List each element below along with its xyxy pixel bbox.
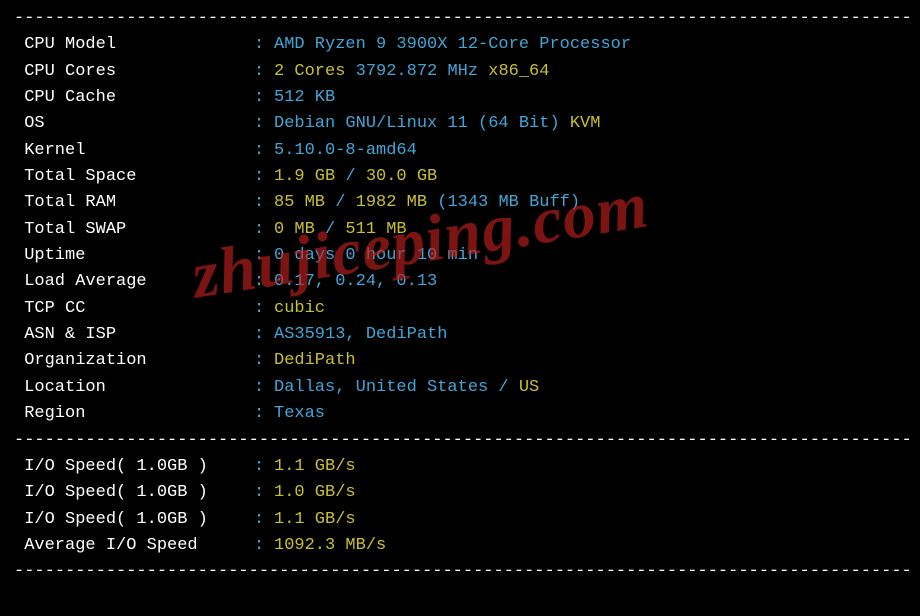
sysinfo-label: Uptime — [14, 243, 254, 269]
colon: : — [254, 375, 274, 401]
sysinfo-value-segment: / — [325, 217, 345, 243]
sysinfo-value-segment: 0.17, 0.24, 0.13 — [274, 269, 437, 295]
io-block: I/O Speed( 1.0GB ): 1.1 GB/s I/O Speed( … — [14, 454, 906, 559]
io-label: I/O Speed( 1.0GB ) — [14, 507, 254, 533]
sysinfo-value-segment: (1343 MB Buff) — [437, 190, 580, 216]
sysinfo-value-segment: KVM — [570, 111, 601, 137]
colon: : — [254, 111, 274, 137]
sysinfo-row: Total SWAP: 0 MB / 511 MB — [14, 217, 906, 243]
sysinfo-value-segment: Debian GNU/Linux 11 (64 Bit) — [274, 111, 570, 137]
io-label: Average I/O Speed — [14, 533, 254, 559]
io-label: I/O Speed( 1.0GB ) — [14, 454, 254, 480]
sysinfo-value-segment: Dallas, United States / — [274, 375, 519, 401]
colon: : — [254, 59, 274, 85]
sysinfo-label: ASN & ISP — [14, 322, 254, 348]
sysinfo-label: TCP CC — [14, 296, 254, 322]
io-value-segment: 1092.3 MB/s — [274, 533, 386, 559]
io-value-segment: 1.0 GB/s — [274, 480, 356, 506]
colon: : — [254, 85, 274, 111]
sysinfo-label: CPU Model — [14, 32, 254, 58]
sysinfo-value-segment: / — [335, 190, 355, 216]
colon: : — [254, 322, 274, 348]
sysinfo-label: CPU Cores — [14, 59, 254, 85]
colon: : — [254, 243, 274, 269]
colon: : — [254, 454, 274, 480]
sysinfo-row: Kernel: 5.10.0-8-amd64 — [14, 138, 906, 164]
io-row: I/O Speed( 1.0GB ): 1.1 GB/s — [14, 507, 906, 533]
sysinfo-label: Organization — [14, 348, 254, 374]
io-value-segment: 1.1 GB/s — [274, 454, 356, 480]
colon: : — [254, 296, 274, 322]
io-value-segment: 1.1 GB/s — [274, 507, 356, 533]
sysinfo-row: CPU Cores: 2 Cores 3792.872 MHz x86_64 — [14, 59, 906, 85]
sysinfo-value-segment: 512 KB — [274, 85, 335, 111]
io-row: Average I/O Speed: 1092.3 MB/s — [14, 533, 906, 559]
sysinfo-label: OS — [14, 111, 254, 137]
colon: : — [254, 533, 274, 559]
colon: : — [254, 217, 274, 243]
io-row: I/O Speed( 1.0GB ): 1.1 GB/s — [14, 454, 906, 480]
sysinfo-value-segment: 1.9 GB — [274, 164, 345, 190]
sysinfo-label: Total Space — [14, 164, 254, 190]
sysinfo-label: Location — [14, 375, 254, 401]
sysinfo-row: OS: Debian GNU/Linux 11 (64 Bit) KVM — [14, 111, 906, 137]
sysinfo-row: ASN & ISP: AS35913, DediPath — [14, 322, 906, 348]
sysinfo-value-segment: / — [345, 164, 365, 190]
sysinfo-row: Uptime: 0 days 0 hour 10 min — [14, 243, 906, 269]
colon: : — [254, 190, 274, 216]
sysinfo-value-segment: 0 days 0 hour 10 min — [274, 243, 478, 269]
sysinfo-value-segment: 85 MB — [274, 190, 335, 216]
sysinfo-value-segment: 0 MB — [274, 217, 325, 243]
colon: : — [254, 401, 274, 427]
sysinfo-value-segment: 511 MB — [345, 217, 406, 243]
sysinfo-value-segment: 1982 MB — [356, 190, 438, 216]
io-label: I/O Speed( 1.0GB ) — [14, 480, 254, 506]
sysinfo-row: Load Average: 0.17, 0.24, 0.13 — [14, 269, 906, 295]
sysinfo-value-segment: US — [519, 375, 539, 401]
colon: : — [254, 138, 274, 164]
sysinfo-label: Total RAM — [14, 190, 254, 216]
colon: : — [254, 348, 274, 374]
sysinfo-row: Region: Texas — [14, 401, 906, 427]
sysinfo-value-segment: AMD Ryzen 9 3900X 12-Core Processor — [274, 32, 631, 58]
colon: : — [254, 32, 274, 58]
sysinfo-value-segment: 3792.872 MHz — [356, 59, 489, 85]
sysinfo-value-segment: 30.0 GB — [366, 164, 437, 190]
sysinfo-block: CPU Model: AMD Ryzen 9 3900X 12-Core Pro… — [14, 32, 906, 427]
colon: : — [254, 269, 274, 295]
colon: : — [254, 480, 274, 506]
sysinfo-value-segment: DediPath — [274, 348, 356, 374]
divider-bottom: ----------------------------------------… — [14, 559, 906, 585]
io-row: I/O Speed( 1.0GB ): 1.0 GB/s — [14, 480, 906, 506]
sysinfo-label: Total SWAP — [14, 217, 254, 243]
sysinfo-value-segment: AS35913, DediPath — [274, 322, 447, 348]
divider-top: ----------------------------------------… — [14, 6, 906, 32]
sysinfo-row: Location: Dallas, United States / US — [14, 375, 906, 401]
sysinfo-label: Region — [14, 401, 254, 427]
sysinfo-row: Total Space: 1.9 GB / 30.0 GB — [14, 164, 906, 190]
sysinfo-value-segment: 2 Cores — [274, 59, 356, 85]
sysinfo-value-segment: 5.10.0-8-amd64 — [274, 138, 417, 164]
sysinfo-value-segment: Texas — [274, 401, 325, 427]
sysinfo-label: Kernel — [14, 138, 254, 164]
sysinfo-value-segment: x86_64 — [488, 59, 549, 85]
sysinfo-row: Organization: DediPath — [14, 348, 906, 374]
sysinfo-row: CPU Model: AMD Ryzen 9 3900X 12-Core Pro… — [14, 32, 906, 58]
divider-mid: ----------------------------------------… — [14, 428, 906, 454]
sysinfo-label: Load Average — [14, 269, 254, 295]
sysinfo-value-segment: cubic — [274, 296, 325, 322]
sysinfo-label: CPU Cache — [14, 85, 254, 111]
colon: : — [254, 164, 274, 190]
colon: : — [254, 507, 274, 533]
sysinfo-row: TCP CC: cubic — [14, 296, 906, 322]
sysinfo-row: CPU Cache: 512 KB — [14, 85, 906, 111]
sysinfo-row: Total RAM: 85 MB / 1982 MB (1343 MB Buff… — [14, 190, 906, 216]
